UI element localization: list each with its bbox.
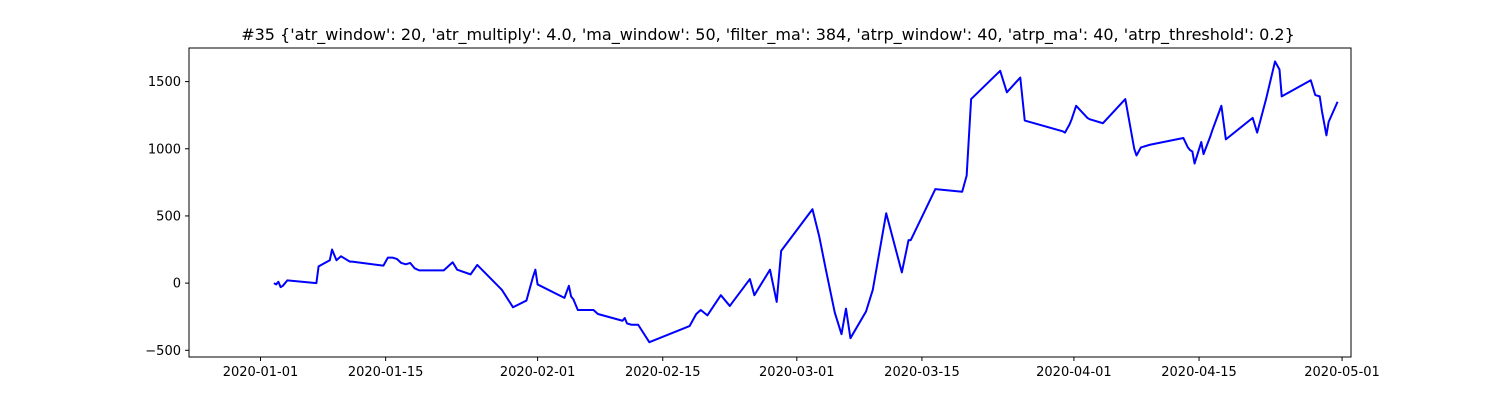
x-tick-label: 2020-03-01 [759,365,835,380]
series-line-1 [273,60,1339,344]
x-tick-label: 2020-04-01 [1036,365,1112,380]
plot-area-frame [188,47,1352,358]
x-tick-label: 2020-05-01 [1304,365,1380,380]
y-tick-label: −500 [145,344,181,359]
x-tick-label: 2020-02-15 [625,365,701,380]
chart-title: #35 {'atr_window': 20, 'atr_multiply': 4… [241,25,1295,45]
y-tick-label: 1500 [148,75,181,90]
x-tick-label: 2020-03-15 [884,365,960,380]
series-layer [273,60,1339,344]
y-tick-label: 500 [156,209,181,224]
y-tick-label: 0 [173,277,181,292]
x-tick-label: 2020-04-15 [1161,365,1237,380]
x-tick-label: 2020-02-01 [500,365,576,380]
x-tick-label: 2020-01-15 [348,365,424,380]
y-tick-label: 1000 [148,142,181,157]
x-axis: 2020-01-01 2020-01-15 2020-02-01 2020-02-15… [223,357,1380,380]
x-tick-label: 2020-01-01 [223,365,299,380]
y-axis: −500 0 500 1000 1500 [145,75,189,359]
